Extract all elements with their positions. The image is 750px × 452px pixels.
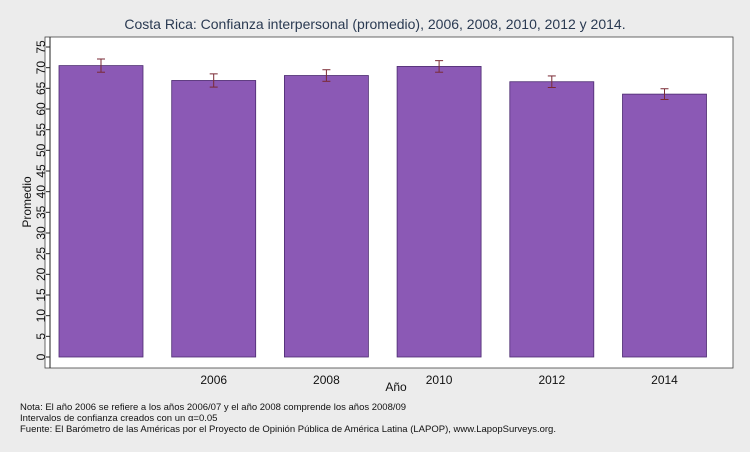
y-tick-label: 70: [34, 61, 48, 75]
x-tick-label: 2008: [313, 373, 340, 387]
y-tick-label: 75: [34, 40, 48, 54]
y-tick-label: 15: [34, 288, 48, 302]
y-tick-label: 25: [34, 247, 48, 261]
y-tick-label: 50: [34, 143, 48, 157]
y-tick-label: 20: [34, 267, 48, 281]
bar: [509, 81, 595, 358]
y-tick-label: 60: [34, 102, 48, 116]
y-axis-label: Promedio: [20, 176, 34, 228]
y-tick-label: 40: [34, 185, 48, 199]
bar: [622, 93, 707, 358]
note-text: Nota: El año 2006 se refiere a los años …: [20, 402, 407, 413]
x-tick-label: 2006: [200, 373, 227, 387]
x-tick-label: 2012: [538, 373, 565, 387]
source-note: Fuente: El Barómetro de las Américas por…: [20, 424, 556, 435]
y-tick-label: 10: [34, 309, 48, 323]
y-tick-label: 65: [34, 81, 48, 95]
y-tick-label: 0: [34, 353, 48, 360]
bar: [58, 65, 144, 358]
y-tick-label: 45: [34, 164, 48, 178]
plot-area: [44, 36, 734, 369]
y-tick-label: 55: [34, 123, 48, 137]
bar: [283, 75, 369, 358]
y-tick-label: 30: [34, 226, 48, 240]
confidence-note: Intervalos de confianza creados con un α…: [20, 413, 218, 424]
bar: [171, 80, 257, 358]
x-axis-label: Año: [385, 380, 407, 394]
bar: [396, 66, 482, 358]
x-tick-label: 2014: [651, 373, 678, 387]
y-tick-label: 5: [34, 333, 48, 340]
chart-title: Costa Rica: Confianza interpersonal (pro…: [124, 16, 626, 32]
x-tick-label: 2010: [426, 373, 453, 387]
y-tick-label: 35: [34, 205, 48, 219]
